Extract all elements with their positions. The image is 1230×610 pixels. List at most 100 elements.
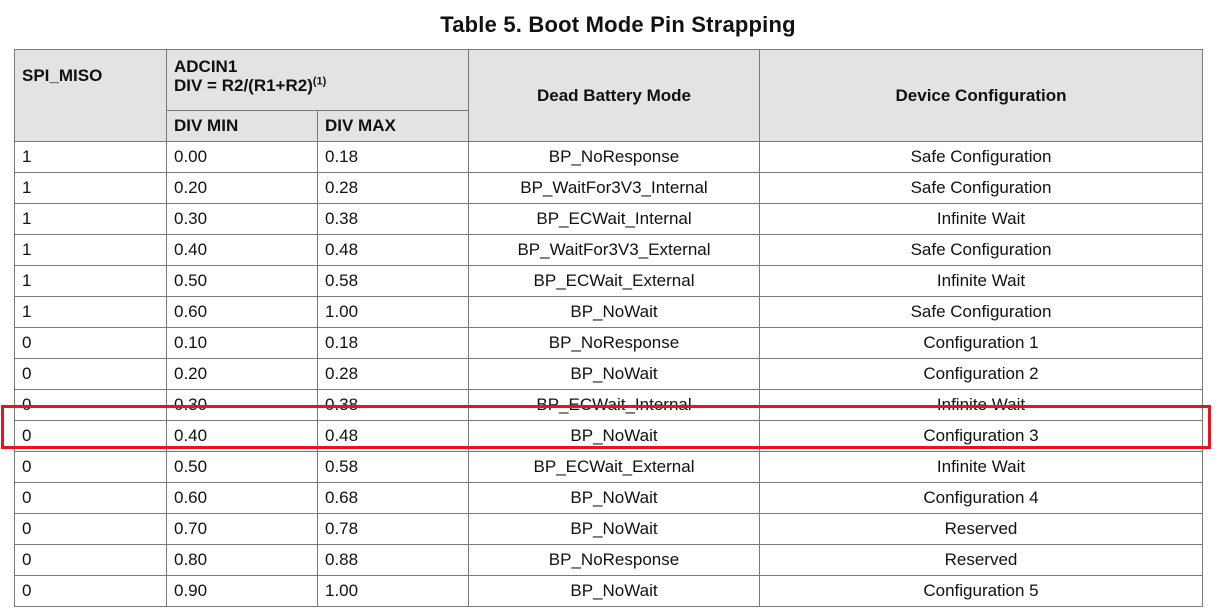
- table-row: 1 0.50 0.58 BP_ECWait_External Infinite Wait: [14, 265, 1203, 297]
- cell-dead-battery-mode: BP_NoWait: [468, 575, 760, 607]
- cell-div-max: 0.48: [317, 420, 469, 452]
- header-device-configuration-label: Device Configuration: [895, 85, 1067, 105]
- cell-dead-battery-mode: BP_ECWait_Internal: [468, 389, 760, 421]
- cell-spi-miso: 1: [14, 141, 167, 173]
- cell-dead-battery-mode: BP_NoWait: [468, 482, 760, 514]
- table-title: Table 5. Boot Mode Pin Strapping: [440, 12, 796, 37]
- cell-spi-miso: 0: [14, 327, 167, 359]
- cell-spi-miso: 0: [14, 389, 167, 421]
- header-dead-battery-mode-label: Dead Battery Mode: [537, 85, 691, 105]
- cell-device-configuration: Safe Configuration: [759, 234, 1203, 266]
- cell-div-max: 0.18: [317, 141, 469, 173]
- cell-div-max: 0.58: [317, 451, 469, 483]
- subheader-row: DIV MIN DIV MAX: [15, 110, 1203, 142]
- cell-device-configuration: Configuration 5: [759, 575, 1203, 607]
- cell-spi-miso: 1: [14, 234, 167, 266]
- cell-div-max: 0.78: [317, 513, 469, 545]
- cell-div-max: 1.00: [317, 296, 469, 328]
- table-row: 1 0.30 0.38 BP_ECWait_Internal Infinite Wait: [14, 203, 1203, 235]
- header-adcin1-label: ADCIN1: [174, 57, 238, 76]
- cell-spi-miso: 0: [14, 575, 167, 607]
- cell-div-max: 0.38: [317, 389, 469, 421]
- table-row: 0 0.40 0.48 BP_NoWait Configuration 3: [14, 420, 1203, 452]
- header-spi-miso: SPI_MISO: [14, 49, 167, 142]
- cell-device-configuration: Safe Configuration: [759, 296, 1203, 328]
- cell-spi-miso: 1: [14, 203, 167, 235]
- cell-div-min: 0.60: [166, 296, 318, 328]
- cell-dead-battery-mode: BP_NoWait: [468, 420, 760, 452]
- cell-div-max: 0.28: [317, 172, 469, 204]
- cell-div-min: 0.20: [166, 358, 318, 390]
- cell-div-max: 0.58: [317, 265, 469, 297]
- cell-div-min: 0.50: [166, 265, 318, 297]
- cell-device-configuration: Infinite Wait: [759, 203, 1203, 235]
- cell-device-configuration: Safe Configuration: [759, 172, 1203, 204]
- cell-div-max: 0.88: [317, 544, 469, 576]
- footnote-reference: (1): [312, 75, 327, 88]
- cell-div-min: 0.10: [166, 327, 318, 359]
- table-row: 0 0.50 0.58 BP_ECWait_External Infinite Wait: [14, 451, 1203, 483]
- header-adcin1-formula-text: DIV = R2/(R1+R2): [174, 76, 313, 95]
- cell-spi-miso: 0: [14, 420, 167, 452]
- cell-div-max: 0.48: [317, 234, 469, 266]
- header-row: SPI_MISO ADCIN1 DIV = R2/(R1+R2)(1) Dead…: [14, 49, 1203, 142]
- cell-spi-miso: 0: [14, 482, 167, 514]
- cell-device-configuration: Safe Configuration: [759, 141, 1203, 173]
- cell-device-configuration: Configuration 3: [759, 420, 1203, 452]
- table-row: 1 0.60 1.00 BP_NoWait Safe Configuration: [14, 296, 1203, 328]
- cell-div-min: 0.40: [166, 234, 318, 266]
- cell-device-configuration: Configuration 4: [759, 482, 1203, 514]
- cell-spi-miso: 1: [14, 172, 167, 204]
- cell-dead-battery-mode: BP_ECWait_External: [468, 451, 760, 483]
- cell-div-max: 0.68: [317, 482, 469, 514]
- cell-div-max: 0.38: [317, 203, 469, 235]
- cell-dead-battery-mode: BP_NoWait: [468, 296, 760, 328]
- cell-device-configuration: Infinite Wait: [759, 451, 1203, 483]
- cell-dead-battery-mode: BP_NoResponse: [468, 141, 760, 173]
- cell-dead-battery-mode: BP_WaitFor3V3_External: [468, 234, 760, 266]
- header-dead-battery-mode: Dead Battery Mode: [468, 49, 760, 142]
- cell-dead-battery-mode: BP_ECWait_Internal: [468, 203, 760, 235]
- cell-spi-miso: 0: [14, 513, 167, 545]
- header-adcin1-formula: DIV = R2/(R1+R2)(1): [174, 76, 468, 95]
- table-row: 1 0.20 0.28 BP_WaitFor3V3_Internal Safe Conf…: [14, 172, 1203, 204]
- cell-device-configuration: Configuration 1: [759, 327, 1203, 359]
- cell-div-min: 0.90: [166, 575, 318, 607]
- table-row: 0 0.60 0.68 BP_NoWait Configuration 4: [14, 482, 1203, 514]
- cell-dead-battery-mode: BP_WaitFor3V3_Internal: [468, 172, 760, 204]
- cell-dead-battery-mode: BP_NoResponse: [468, 544, 760, 576]
- header-spi-miso-label: SPI_MISO: [22, 66, 103, 85]
- cell-div-min: 0.00: [166, 141, 318, 173]
- table-row: 0 0.90 1.00 BP_NoWait Configuration 5: [14, 575, 1203, 607]
- cell-div-min: 0.40: [166, 420, 318, 452]
- table-row: 0 0.30 0.38 BP_ECWait_Internal Infinite Wait: [14, 389, 1203, 421]
- table-row: 0 0.70 0.78 BP_NoWait Reserved: [14, 513, 1203, 545]
- cell-dead-battery-mode: BP_NoWait: [468, 513, 760, 545]
- cell-device-configuration: Infinite Wait: [759, 265, 1203, 297]
- cell-div-min: 0.20: [166, 172, 318, 204]
- table-row: 1 0.00 0.18 BP_NoResponse Safe Configuration: [14, 141, 1203, 173]
- cell-spi-miso: 0: [14, 544, 167, 576]
- cell-div-min: 0.30: [166, 389, 318, 421]
- table-row: 1 0.40 0.48 BP_WaitFor3V3_External Safe Conf…: [14, 234, 1203, 266]
- boot-mode-pin-strapping-table: SPI_MISO ADCIN1 DIV = R2/(R1+R2)(1) Dead…: [14, 49, 1203, 607]
- cell-spi-miso: 0: [14, 451, 167, 483]
- cell-spi-miso: 1: [14, 296, 167, 328]
- table-body: 1 0.00 0.18 BP_NoResponse Safe Configuration…: [14, 141, 1203, 607]
- header-div-min: DIV MIN: [166, 110, 318, 142]
- cell-div-max: 0.28: [317, 358, 469, 390]
- cell-div-min: 0.70: [166, 513, 318, 545]
- cell-div-min: 0.60: [166, 482, 318, 514]
- cell-dead-battery-mode: BP_ECWait_External: [468, 265, 760, 297]
- cell-device-configuration: Infinite Wait: [759, 389, 1203, 421]
- cell-device-configuration: Configuration 2: [759, 358, 1203, 390]
- cell-dead-battery-mode: BP_NoResponse: [468, 327, 760, 359]
- table-row: 0 0.10 0.18 BP_NoResponse Configuration 1: [14, 327, 1203, 359]
- header-adcin1: ADCIN1 DIV = R2/(R1+R2)(1): [166, 49, 469, 111]
- cell-device-configuration: Reserved: [759, 544, 1203, 576]
- header-div-max: DIV MAX: [317, 110, 469, 142]
- cell-div-min: 0.50: [166, 451, 318, 483]
- cell-div-min: 0.80: [166, 544, 318, 576]
- cell-spi-miso: 0: [14, 358, 167, 390]
- table-row: 0 0.80 0.88 BP_NoResponse Reserved: [14, 544, 1203, 576]
